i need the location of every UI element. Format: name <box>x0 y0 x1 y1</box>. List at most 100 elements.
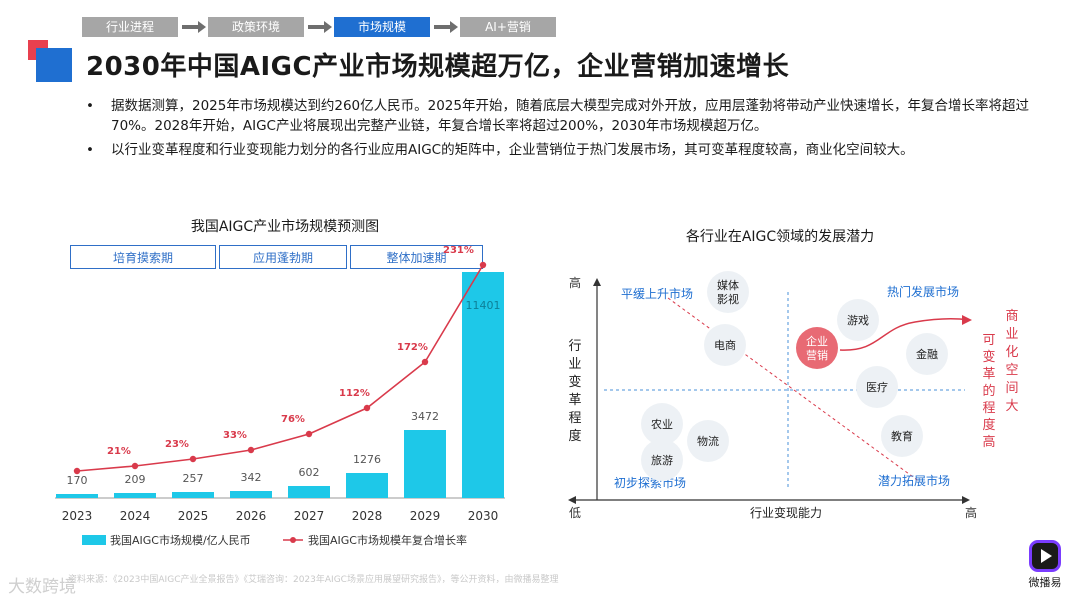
y-axis-title-char: 程 <box>568 411 581 426</box>
x-tick-2027: 2027 <box>294 509 325 523</box>
annotation-left-char: 度 <box>982 417 995 433</box>
x-axis-arrow-icon <box>962 496 970 504</box>
legend-bar-swatch <box>82 535 106 545</box>
industry-bubble-5 <box>856 366 898 408</box>
legend-bar-label: 我国AIGC市场规模/亿人民币 <box>110 533 251 547</box>
annotation-left-char: 变 <box>982 349 995 365</box>
market-chart-title: 我国AIGC产业市场规模预测图 <box>190 219 380 235</box>
industry-label-0: 媒体 <box>717 278 739 292</box>
annotation-left-char: 的 <box>982 383 995 399</box>
quadrant-label-3: 潜力拓展市场 <box>878 473 950 488</box>
bar-value-label-2023: 170 <box>67 474 88 487</box>
industry-label-2: 营销 <box>806 348 828 362</box>
bar-2024 <box>114 493 156 498</box>
x-axis-title: 行业变现能力 <box>750 505 822 520</box>
bar-value-label-2025: 257 <box>183 472 204 485</box>
industry-bubble-8 <box>687 420 729 462</box>
diagonal-trend-line <box>667 297 921 483</box>
matrix-chart-title: 各行业在AIGC领域的发展潜力 <box>685 229 875 245</box>
growth-label-2027: 76% <box>281 414 305 425</box>
industry-label-7: 农业 <box>651 417 673 431</box>
annotation-left-char: 革 <box>982 367 995 382</box>
phase-label-boom: 应用蓬勃期 <box>219 245 347 269</box>
y-axis-title-char: 度 <box>568 428 581 444</box>
breadcrumb: 行业进程 政策环境 市场规模 AI+营销 <box>82 17 556 37</box>
y-axis-arrow-icon <box>593 278 601 286</box>
quadrant-label-2: 初步探索市场 <box>614 475 686 490</box>
y-axis-title-char: 业 <box>568 357 581 372</box>
industry-bubble-7 <box>641 403 683 445</box>
industry-label-0: 影视 <box>717 292 739 306</box>
x-tick-2025: 2025 <box>178 509 209 523</box>
bar-2026 <box>230 491 272 498</box>
bar-2030 <box>462 272 504 498</box>
growth-arrow-curve <box>839 317 969 351</box>
legend-line-dot <box>290 537 296 543</box>
x-axis-arrow-left-icon <box>568 496 576 504</box>
brand-logo: 微播易 <box>1020 540 1070 590</box>
growth-label-2026: 33% <box>223 430 247 441</box>
phase-label-explore: 培育摸索期 <box>70 245 216 269</box>
growth-label-2030: 231% <box>443 245 474 256</box>
bar-value-label-2030: 11401 <box>466 299 501 312</box>
bar-value-label-2026: 342 <box>241 471 262 484</box>
legend-line-label: 我国AIGC市场规模年复合增长率 <box>308 533 467 547</box>
industry-bubble-2 <box>796 327 838 369</box>
x-axis-low-label: 低 <box>569 506 581 520</box>
annotation-right-char: 大 <box>1005 399 1018 414</box>
industry-label-2: 企业 <box>806 334 828 348</box>
growth-label-2025: 23% <box>165 439 189 450</box>
growth-point-2030 <box>479 261 487 269</box>
x-tick-2026: 2026 <box>236 509 267 523</box>
growth-point-2029 <box>421 358 429 366</box>
bar-2027 <box>288 486 330 498</box>
quadrant-label-0: 平缓上升市场 <box>621 286 693 301</box>
industry-label-6: 教育 <box>891 429 913 443</box>
annotation-right-char: 化 <box>1005 345 1018 360</box>
page-title: 2030年中国AIGC产业市场规模超万亿，企业营销加速增长 <box>86 52 790 82</box>
industry-label-8: 物流 <box>697 434 719 448</box>
breadcrumb-item-ai-marketing[interactable]: AI+营销 <box>460 17 556 37</box>
logo-text: 微播易 <box>1028 576 1062 589</box>
source-footnote: 资料来源：《2023中国AIGC产业全景报告》《艾瑞咨询：2023年AIGC场景… <box>68 575 559 585</box>
bar-2025 <box>172 492 214 498</box>
annotation-right-char: 空 <box>1005 363 1018 378</box>
bar-2023 <box>56 494 98 498</box>
y-axis-high-label: 高 <box>569 275 581 290</box>
breadcrumb-item-policy[interactable]: 政策环境 <box>208 17 304 37</box>
growth-label-2029: 172% <box>397 342 428 353</box>
annotation-left-char: 高 <box>982 434 995 450</box>
growth-point-2026 <box>247 446 255 454</box>
breadcrumb-item-market[interactable]: 市场规模 <box>334 17 430 37</box>
breadcrumb-item-industry[interactable]: 行业进程 <box>82 17 178 37</box>
industry-bubble-4 <box>906 333 948 375</box>
x-axis-high-label: 高 <box>965 505 977 520</box>
growth-point-2027 <box>305 430 313 438</box>
title-accent-blue <box>36 48 72 82</box>
growth-arrow-head-icon <box>962 315 972 325</box>
quadrant-label-1: 热门发展市场 <box>887 284 959 299</box>
y-axis-title-char: 行 <box>568 339 581 354</box>
bar-value-label-2028: 1276 <box>353 453 381 466</box>
industry-label-1: 电商 <box>714 338 736 352</box>
phase-label-accelerate: 整体加速期 <box>350 245 483 269</box>
growth-point-2028 <box>363 404 371 412</box>
industry-label-4: 金融 <box>916 347 938 361</box>
bullet-market-size: 据数据测算，2025年市场规模达到约260亿人民币。2025年开始，随着底层大模… <box>86 96 1046 136</box>
bar-value-label-2027: 602 <box>299 466 320 479</box>
y-axis-title-char: 革 <box>568 393 581 408</box>
x-tick-2030: 2030 <box>468 509 499 523</box>
summary-bullets: 据数据测算，2025年市场规模达到约260亿人民币。2025年开始，随着底层大模… <box>86 96 1046 164</box>
arrow-right-icon <box>304 17 334 37</box>
arrow-right-icon <box>430 17 460 37</box>
industry-label-9: 旅游 <box>651 453 673 467</box>
industry-label-3: 游戏 <box>847 314 869 327</box>
growth-point-2023 <box>73 467 81 475</box>
growth-label-2024: 21% <box>107 446 131 457</box>
industry-bubble-9 <box>641 439 683 481</box>
x-tick-2024: 2024 <box>120 509 151 523</box>
annotation-right-char: 商 <box>1005 309 1018 324</box>
play-logo-icon <box>1029 540 1061 572</box>
watermark-text: 大数跨境 <box>8 577 76 597</box>
